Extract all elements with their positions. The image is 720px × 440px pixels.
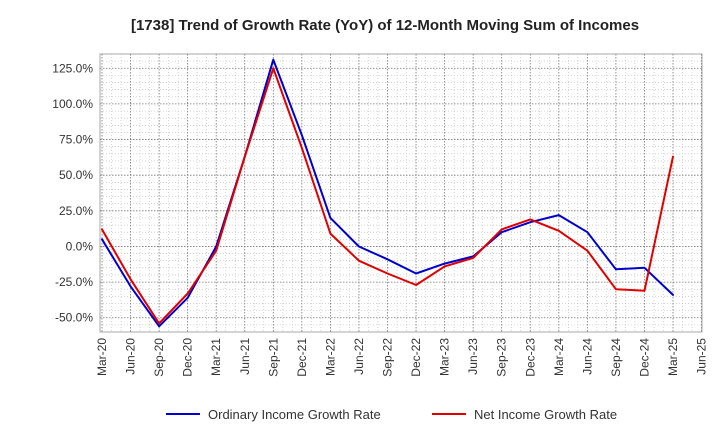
y-tick-label: 25.0%: [59, 204, 93, 218]
x-tick-label: Mar-22: [323, 338, 337, 376]
x-tick-label: Sep-20: [152, 338, 166, 377]
x-tick-label: Dec-21: [295, 338, 309, 377]
x-tick-label: Dec-20: [181, 338, 195, 377]
x-tick-label: Jun-20: [124, 338, 138, 375]
chart-title: [1738] Trend of Growth Rate (YoY) of 12-…: [131, 17, 639, 34]
x-tick-label: Jun-23: [466, 338, 480, 375]
x-tick-label: Mar-20: [95, 338, 109, 376]
y-tick-label: 75.0%: [59, 133, 93, 147]
y-tick-label: 50.0%: [59, 168, 93, 182]
x-tick-label: Jun-21: [238, 338, 252, 375]
y-tick-label: -50.0%: [55, 311, 93, 325]
x-tick-label: Sep-23: [495, 338, 509, 377]
plot-area: [99, 53, 703, 333]
legend: Ordinary Income Growth Rate Net Income Gr…: [166, 407, 617, 422]
x-tick-label: Mar-25: [666, 338, 680, 376]
legend-label-2: Net Income Growth Rate: [474, 407, 617, 422]
y-tick-label: 100.0%: [52, 97, 93, 111]
x-tick-label: Jun-22: [352, 338, 366, 375]
x-tick-label: Mar-23: [438, 338, 452, 376]
x-tick-label: Dec-22: [409, 338, 423, 377]
gridlines: [100, 54, 702, 332]
x-tick-label: Mar-24: [552, 338, 566, 376]
x-tick-label: Jun-24: [580, 338, 594, 375]
x-tick-label: Jun-25: [695, 338, 709, 375]
y-tick-label: 125.0%: [52, 61, 93, 75]
y-tick-label: -25.0%: [55, 275, 93, 289]
axes: 125.0% 100.0% 75.0% 50.0% 25.0% 0.0% -25.0% -50…: [52, 61, 708, 376]
x-tick-label: Sep-22: [381, 338, 395, 377]
series-lines: [101, 58, 674, 328]
legend-label-1: Ordinary Income Growth Rate: [208, 407, 381, 422]
series-line-2: [101, 67, 674, 325]
x-tick-label: Dec-24: [637, 338, 651, 377]
x-tick-label: Dec-23: [523, 338, 537, 377]
x-tick-label: Mar-21: [209, 338, 223, 376]
y-tick-label: 0.0%: [66, 239, 94, 253]
x-tick-label: Sep-24: [609, 338, 623, 377]
x-tick-label: Sep-21: [266, 338, 280, 377]
